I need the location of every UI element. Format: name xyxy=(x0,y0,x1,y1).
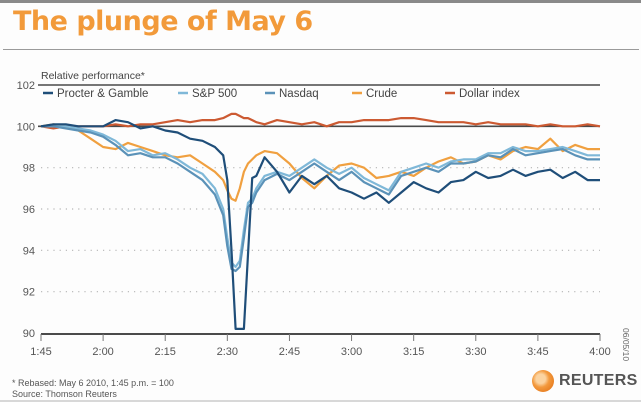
x-tick-label: 3:00 xyxy=(341,346,362,358)
x-tick-label: 2:30 xyxy=(217,346,238,358)
x-tick-label: 4:00 xyxy=(589,346,610,358)
legend-label: S&P 500 xyxy=(192,88,237,100)
y-tick-label: 96 xyxy=(23,204,35,216)
x-tick-label: 2:45 xyxy=(279,346,300,358)
legend-label: Dollar index xyxy=(459,88,520,100)
grid-lines xyxy=(38,84,600,293)
series-line-s-p-500 xyxy=(41,125,600,268)
legend-label: Crude xyxy=(366,88,397,100)
y-tick-label: 94 xyxy=(23,245,35,257)
y-axis-title: Relative performance* xyxy=(41,70,145,82)
y-tick-label: 102 xyxy=(17,80,35,92)
series-line-nasdaq xyxy=(41,125,600,273)
source-footnote: Source: Thomson Reuters xyxy=(12,389,117,399)
y-axis-ticks: 90 92 94 96 98 100 102 xyxy=(17,80,35,340)
legend-label: Procter & Gamble xyxy=(57,88,148,100)
legend-item-nasdaq: Nasdaq xyxy=(265,88,319,100)
title-divider xyxy=(3,49,639,50)
x-tick-label: 3:30 xyxy=(465,346,486,358)
x-tick-label: 2:15 xyxy=(155,346,176,358)
rebase-footnote: * Rebased: May 6 2010, 1:45 p.m. = 100 xyxy=(12,378,174,388)
y-tick-label: 100 xyxy=(17,121,35,133)
legend-item-s-p-500: S&P 500 xyxy=(178,88,237,100)
x-tick-label: 1:45 xyxy=(30,346,51,358)
reuters-sphere-icon xyxy=(532,370,554,392)
bottom-border xyxy=(0,400,641,402)
legend-item-procter-gamble: Procter & Gamble xyxy=(43,88,148,100)
legend-item-dollar-index: Dollar index xyxy=(445,88,520,100)
date-stamp: 06/05/10 xyxy=(621,328,631,362)
series-lines xyxy=(40,112,601,330)
top-border xyxy=(0,0,641,3)
legend-label: Nasdaq xyxy=(279,88,319,100)
reuters-wordmark: REUTERS xyxy=(559,372,638,389)
legend: Procter & Gamble S&P 500 Nasdaq Crude Dollar… xyxy=(43,88,520,100)
series-line-procter-gamble xyxy=(40,118,600,330)
x-tick-label: 2:00 xyxy=(92,346,113,358)
x-tick-label: 3:45 xyxy=(527,346,548,358)
x-tick-label: 3:15 xyxy=(403,346,424,358)
chart-title: The plunge of May 6 xyxy=(13,6,313,37)
y-tick-label: 90 xyxy=(23,328,35,340)
reuters-logo: REUTERS xyxy=(532,370,638,392)
y-tick-label: 98 xyxy=(23,163,35,175)
x-axis: 1:45 2:00 2:15 2:30 2:45 3:00 3:15 3:30 3:45 4:00 xyxy=(30,333,611,358)
y-tick-label: 92 xyxy=(23,287,35,299)
legend-item-crude: Crude xyxy=(352,88,397,100)
series-line-dollar-index xyxy=(40,112,601,130)
